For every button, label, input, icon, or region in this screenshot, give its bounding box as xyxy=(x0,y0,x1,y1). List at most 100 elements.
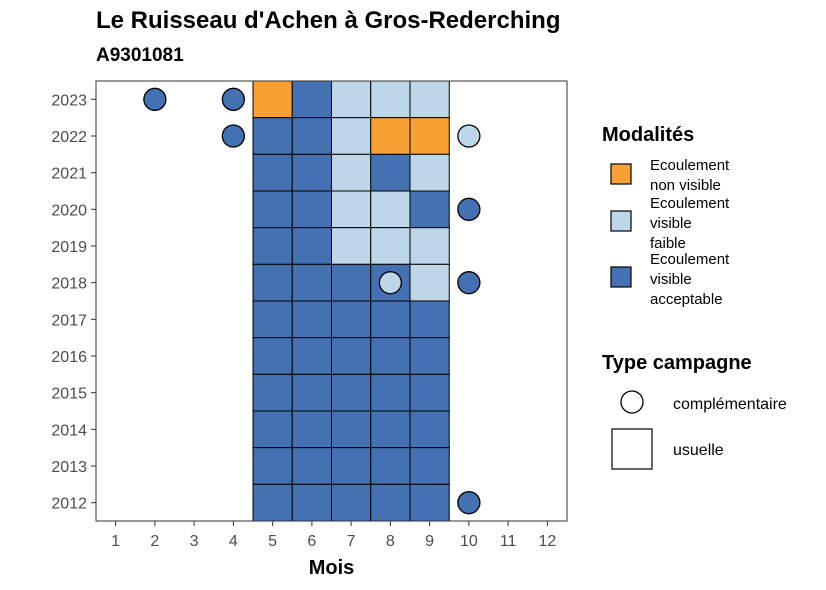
tile-2021-5 xyxy=(252,153,293,192)
tile-2012-8 xyxy=(370,483,411,522)
tile-2022-7 xyxy=(331,117,372,155)
tile-2012-7 xyxy=(331,483,372,522)
tile-2019-7 xyxy=(331,227,372,265)
tile-2017-5 xyxy=(252,300,293,339)
tile-2016-8 xyxy=(370,337,411,375)
tile-2020-7 xyxy=(331,190,372,229)
x-tick-label-9: 9 xyxy=(425,533,434,550)
tile-2022-5 xyxy=(252,117,293,155)
circle-2023-4 xyxy=(221,87,246,111)
tile-2017-7 xyxy=(331,300,372,339)
legend-key-nv xyxy=(610,163,632,185)
tile-2013-9 xyxy=(409,447,450,485)
legend-modalites-title: Modalités xyxy=(602,124,694,146)
x-tick-label-8: 8 xyxy=(386,533,395,550)
tile-2019-8 xyxy=(370,227,411,265)
tile-2023-7 xyxy=(331,80,372,119)
circle-2023-2 xyxy=(143,87,167,111)
tile-2023-9 xyxy=(409,80,450,119)
legend-key-va xyxy=(610,266,632,288)
y-tick-label-2018: 2018 xyxy=(51,276,87,293)
tile-2019-9 xyxy=(409,227,450,265)
chart-subtitle: A9301081 xyxy=(96,45,184,66)
tile-2020-5 xyxy=(252,190,293,229)
tile-2013-7 xyxy=(331,447,372,485)
tile-2023-6 xyxy=(291,80,332,119)
legend-label-nv-line-1: non visible xyxy=(650,177,721,194)
x-axis: 1 2 3 4 5 6 7 8 9 10 11 12 xyxy=(111,521,556,550)
tile-2020-8 xyxy=(370,190,411,229)
tile-2013-6 xyxy=(291,447,332,485)
x-axis-label: Mois xyxy=(309,557,355,579)
x-tick-label-11: 11 xyxy=(500,533,517,550)
legend-type-campagne: Type campagne complémentaire usuelle xyxy=(602,352,787,470)
circle-2018-10 xyxy=(457,271,481,295)
tile-2013-8 xyxy=(370,447,411,485)
chart-title: Le Ruisseau d'Achen à Gros-Rederching xyxy=(96,7,561,34)
circle-2022-10 xyxy=(457,124,481,148)
legend-key-square xyxy=(611,428,653,470)
tile-2015-8 xyxy=(370,373,411,412)
circle-2020-10 xyxy=(457,197,481,221)
tile-2018-5 xyxy=(252,263,293,302)
tile-2022-8 xyxy=(370,117,411,155)
tile-2014-5 xyxy=(252,410,293,449)
tile-2020-6 xyxy=(291,190,332,229)
circle-2022-4 xyxy=(221,124,246,148)
tile-2017-9 xyxy=(409,300,450,339)
legend-label-usuelle: usuelle xyxy=(673,442,724,459)
y-tick-label-2016: 2016 xyxy=(51,349,87,366)
y-tick-label-2012: 2012 xyxy=(51,496,87,513)
tile-2022-6 xyxy=(291,117,332,155)
tile-layer xyxy=(252,80,450,522)
legend-label-vf-line-0: Ecoulement xyxy=(650,195,730,212)
tile-2018-9 xyxy=(409,263,450,302)
y-tick-label-2014: 2014 xyxy=(51,422,87,439)
y-tick-label-2020: 2020 xyxy=(51,202,87,219)
tile-2019-6 xyxy=(291,227,332,265)
y-tick-label-2019: 2019 xyxy=(51,239,87,256)
tile-2014-7 xyxy=(331,410,372,449)
legend-label-va-line-1: visible xyxy=(650,271,692,288)
y-tick-label-2022: 2022 xyxy=(51,129,87,146)
legend-type-title: Type campagne xyxy=(602,352,752,374)
tile-2014-9 xyxy=(409,410,450,449)
tile-2018-6 xyxy=(291,263,332,302)
y-axis: 2012 2013 2014 2015 2016 2017 2018 2019 2020 2021… xyxy=(51,92,96,513)
tile-2017-8 xyxy=(370,300,411,339)
x-tick-label-5: 5 xyxy=(268,533,277,550)
y-tick-label-2021: 2021 xyxy=(51,166,87,183)
y-tick-label-2015: 2015 xyxy=(51,386,87,403)
tile-2015-7 xyxy=(331,373,372,412)
x-tick-label-7: 7 xyxy=(347,533,356,550)
x-tick-label-4: 4 xyxy=(229,533,238,550)
legend-key-circle xyxy=(620,390,644,414)
legend-label-nv-line-0: Ecoulement xyxy=(650,157,730,174)
tile-2021-6 xyxy=(291,153,332,192)
legend-key-vf xyxy=(610,210,632,232)
tile-2015-9 xyxy=(409,373,450,412)
circle-2012-10 xyxy=(457,491,481,515)
y-tick-label-2017: 2017 xyxy=(51,312,87,329)
tile-2016-6 xyxy=(291,337,332,375)
tile-2016-5 xyxy=(252,337,293,375)
circle-layer xyxy=(143,87,481,515)
x-tick-label-12: 12 xyxy=(538,533,556,550)
y-tick-label-2013: 2013 xyxy=(51,459,87,476)
x-tick-label-6: 6 xyxy=(307,533,316,550)
tile-2020-9 xyxy=(409,190,450,229)
tile-2019-5 xyxy=(252,227,293,265)
legend-label-vf-line-1: visible xyxy=(650,215,692,232)
tile-2021-8 xyxy=(370,153,411,192)
tile-2018-7 xyxy=(331,263,372,302)
legend-label-vf-line-2: faible xyxy=(650,235,686,252)
plot-panel-border xyxy=(95,80,568,522)
tile-2021-7 xyxy=(331,153,372,192)
y-tick-label-2023: 2023 xyxy=(51,92,87,109)
legend-label-va-line-2: acceptable xyxy=(650,291,723,308)
tile-2013-5 xyxy=(252,447,293,485)
tile-2015-5 xyxy=(252,373,293,412)
tile-2012-5 xyxy=(252,483,293,522)
